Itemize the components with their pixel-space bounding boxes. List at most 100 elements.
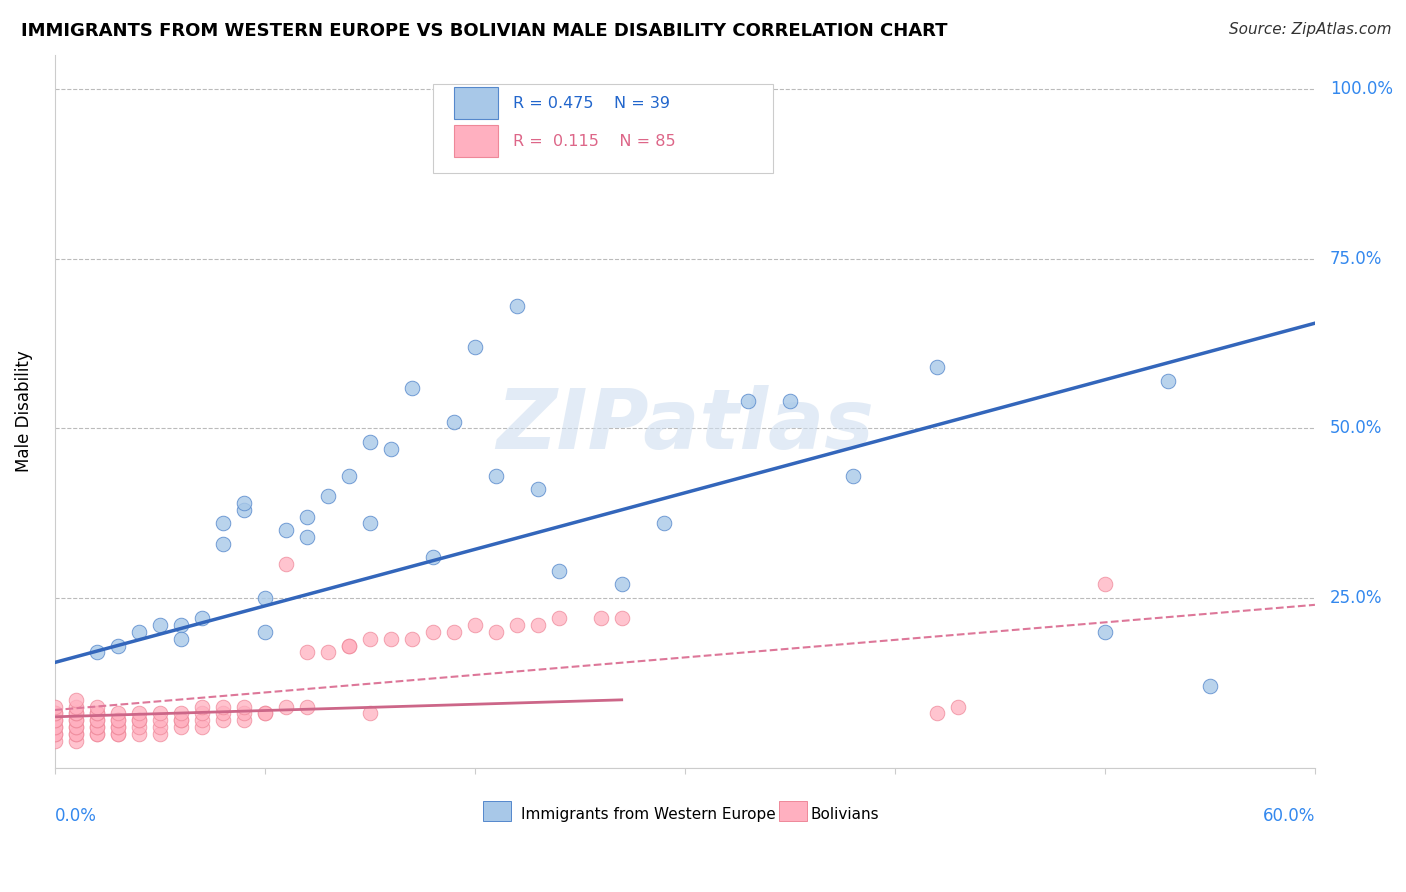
Point xyxy=(65,733,87,747)
Point xyxy=(65,699,87,714)
Text: IMMIGRANTS FROM WESTERN EUROPE VS BOLIVIAN MALE DISABILITY CORRELATION CHART: IMMIGRANTS FROM WESTERN EUROPE VS BOLIVI… xyxy=(21,22,948,40)
Text: Immigrants from Western Europe: Immigrants from Western Europe xyxy=(520,807,776,822)
Point xyxy=(107,713,129,727)
Point xyxy=(86,699,108,714)
Point xyxy=(44,699,66,714)
Point xyxy=(547,564,569,578)
Point xyxy=(485,469,508,483)
Point xyxy=(401,632,423,646)
Point xyxy=(169,720,191,734)
Point xyxy=(253,624,276,639)
Point xyxy=(652,516,675,531)
Point xyxy=(547,611,569,625)
Point xyxy=(44,706,66,721)
Point xyxy=(842,469,865,483)
Point xyxy=(337,469,360,483)
Point xyxy=(86,645,108,659)
Point xyxy=(211,713,233,727)
Point xyxy=(316,489,339,503)
Point xyxy=(65,706,87,721)
Point xyxy=(359,632,381,646)
Point xyxy=(148,618,170,632)
Text: 0.0%: 0.0% xyxy=(55,807,97,825)
Point xyxy=(505,618,527,632)
Point xyxy=(128,713,150,727)
Point xyxy=(253,706,276,721)
Point xyxy=(44,727,66,741)
Point xyxy=(274,523,297,537)
Point xyxy=(253,591,276,605)
Point xyxy=(44,713,66,727)
Point xyxy=(359,706,381,721)
Point xyxy=(107,720,129,734)
Point xyxy=(232,706,254,721)
Point xyxy=(128,713,150,727)
Point xyxy=(65,713,87,727)
Point xyxy=(148,713,170,727)
Text: 75.0%: 75.0% xyxy=(1330,250,1382,268)
Point xyxy=(128,720,150,734)
Point xyxy=(65,713,87,727)
Point xyxy=(359,516,381,531)
Point xyxy=(925,706,948,721)
Y-axis label: Male Disability: Male Disability xyxy=(15,351,32,472)
Point xyxy=(505,299,527,313)
Point xyxy=(337,639,360,653)
Point xyxy=(169,618,191,632)
Point xyxy=(232,496,254,510)
Point xyxy=(274,699,297,714)
Point xyxy=(190,713,212,727)
Point xyxy=(422,550,444,565)
Point xyxy=(946,699,969,714)
Point xyxy=(86,706,108,721)
Point xyxy=(44,733,66,747)
Point xyxy=(65,720,87,734)
Bar xyxy=(454,87,498,120)
Point xyxy=(610,611,633,625)
Point xyxy=(148,706,170,721)
Point xyxy=(65,693,87,707)
Point xyxy=(148,720,170,734)
Text: ZIPatlas: ZIPatlas xyxy=(496,385,873,467)
Point xyxy=(148,727,170,741)
Text: R = 0.475    N = 39: R = 0.475 N = 39 xyxy=(513,95,671,111)
Point xyxy=(485,624,508,639)
Point xyxy=(190,706,212,721)
Point xyxy=(211,516,233,531)
Point xyxy=(211,706,233,721)
Point xyxy=(190,611,212,625)
Point xyxy=(190,699,212,714)
Point xyxy=(274,557,297,571)
Bar xyxy=(454,125,498,157)
Point xyxy=(86,713,108,727)
Point xyxy=(380,632,402,646)
Point xyxy=(169,713,191,727)
Point xyxy=(295,530,318,544)
Point xyxy=(337,639,360,653)
Point xyxy=(128,706,150,721)
Point xyxy=(295,509,318,524)
Point xyxy=(526,618,548,632)
Point xyxy=(464,340,486,354)
Point xyxy=(107,639,129,653)
Point xyxy=(44,720,66,734)
Point xyxy=(211,537,233,551)
Point xyxy=(65,727,87,741)
Point xyxy=(190,720,212,734)
Point xyxy=(316,645,339,659)
Point xyxy=(44,713,66,727)
Point xyxy=(422,624,444,639)
Point xyxy=(380,442,402,456)
Point xyxy=(464,618,486,632)
Point xyxy=(128,624,150,639)
Point xyxy=(211,699,233,714)
Point xyxy=(65,706,87,721)
Point xyxy=(295,699,318,714)
Point xyxy=(65,720,87,734)
Point xyxy=(169,632,191,646)
Point xyxy=(107,727,129,741)
Point xyxy=(443,415,465,429)
Point xyxy=(253,706,276,721)
Point xyxy=(128,727,150,741)
Point xyxy=(737,394,759,409)
